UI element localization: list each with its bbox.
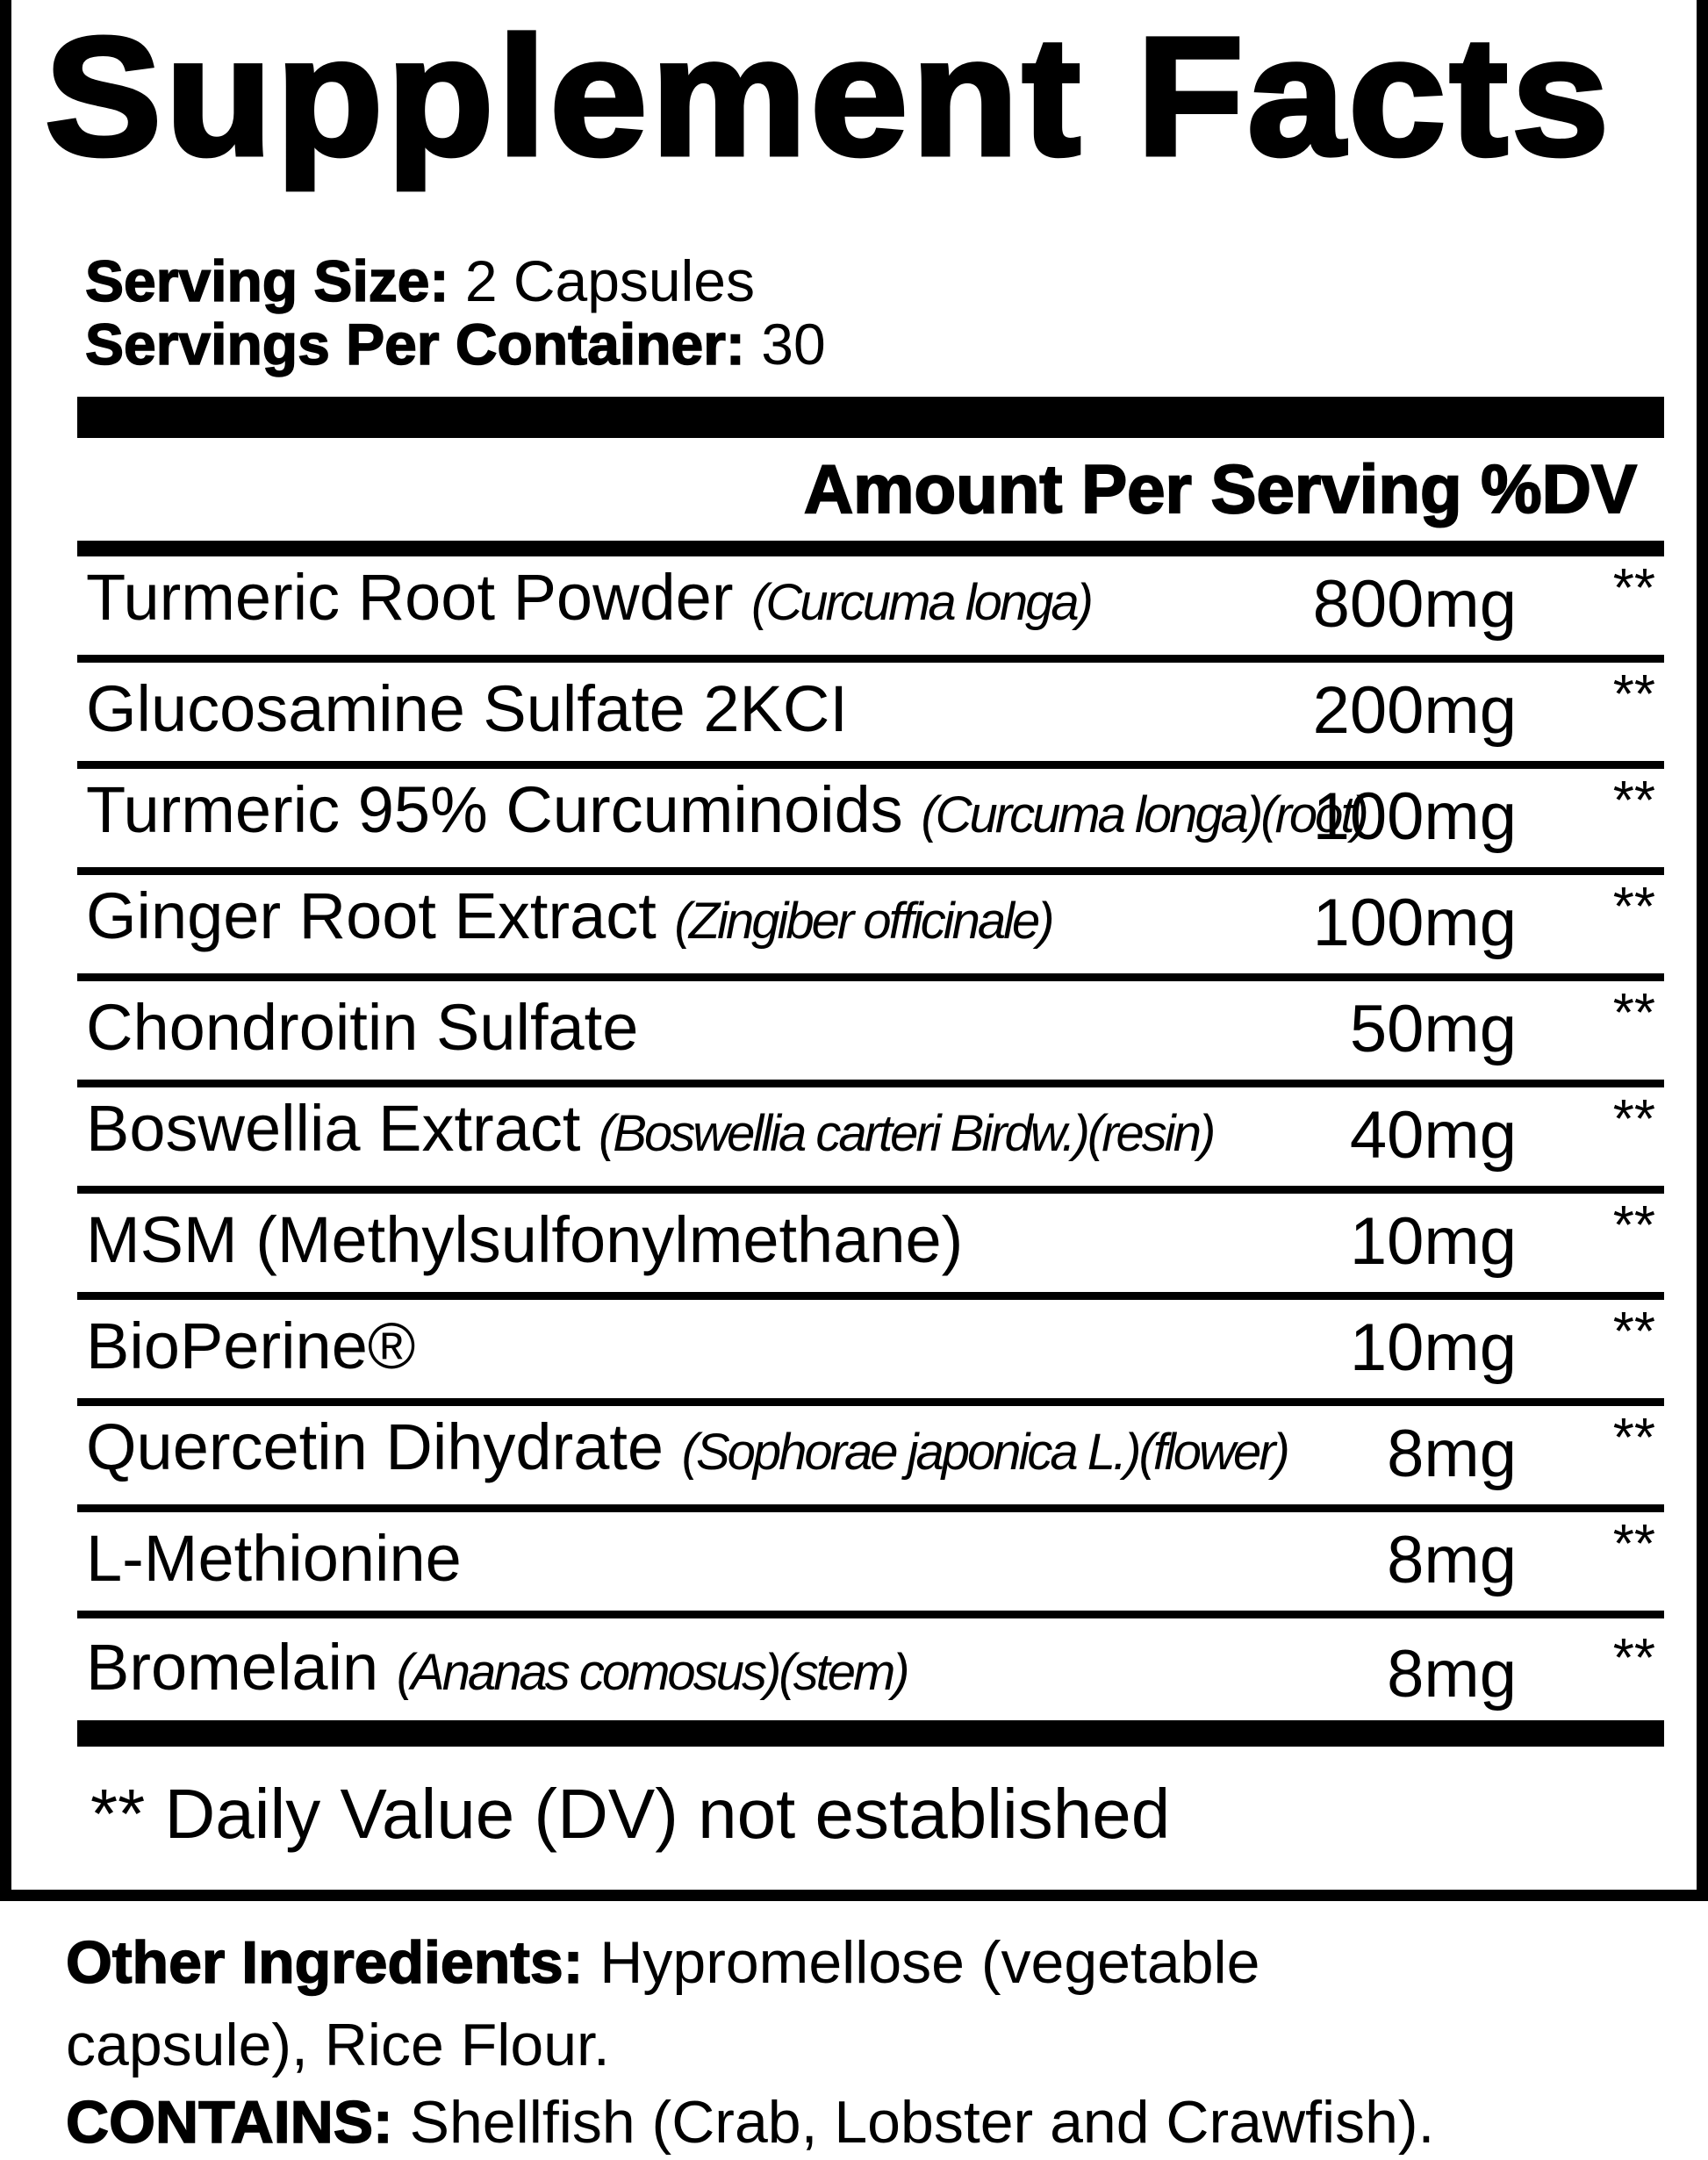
ingredient-name: MSM (Methylsulfonylmethane) <box>86 1203 964 1276</box>
ingredient-name: Chondroitin Sulfate <box>86 991 639 1064</box>
ingredient-row: L-Methionine 8mg ** <box>77 1512 1664 1618</box>
ingredient-name: Boswellia Extract <box>86 1092 581 1165</box>
other-ingredients: Other Ingredients: Hypromellose (vegetab… <box>65 1927 1260 1998</box>
ingredient-dv: ** <box>1612 771 1655 831</box>
contains-statement: CONTAINS: Shellfish (Crab, Lobster and C… <box>65 2087 1435 2157</box>
ingredient-row: Chondroitin Sulfate 50mg ** <box>77 981 1664 1087</box>
ingredient-scientific-name: (Boswellia carteri Birdw.)(resin) <box>598 1105 1216 1162</box>
amount-per-serving-header: Amount Per Serving %DV <box>803 449 1638 528</box>
servings-value: 30 <box>761 312 826 377</box>
ingredient-amount: 200mg <box>1312 673 1517 748</box>
ingredient-row: Bromelain (Ananas comosus)(stem) 8mg ** <box>77 1618 1664 1725</box>
footnote: ** Daily Value (DV) not established <box>90 1775 1171 1853</box>
ingredient-row: Glucosamine Sulfate 2KCI 200mg ** <box>77 663 1664 769</box>
divider <box>77 541 1664 556</box>
serving-size: Serving Size: 2 Capsules <box>84 246 756 316</box>
servings-label: Servings Per Container: <box>84 311 745 377</box>
ingredient-name: Bromelain <box>86 1631 379 1704</box>
ingredient-dv: ** <box>1612 983 1655 1044</box>
ingredient-row: Turmeric 95% Curcuminoids (Curcuma longa… <box>77 769 1664 875</box>
ingredient-amount: 100mg <box>1312 886 1517 960</box>
ingredient-row: Quercetin Dihydrate (Sophorae japonica L… <box>77 1406 1664 1512</box>
ingredient-dv: ** <box>1612 664 1655 725</box>
ingredient-name: Glucosamine Sulfate 2KCI <box>86 672 848 745</box>
ingredient-dv: ** <box>1612 1302 1655 1362</box>
ingredient-name: Turmeric 95% Curcuminoids <box>86 773 903 846</box>
ingredient-amount: 8mg <box>1387 1417 1517 1491</box>
ingredient-name: Ginger Root Extract <box>86 879 657 952</box>
other-ingredients-label: Other Ingredients: <box>65 1928 584 1997</box>
ingredient-name: Turmeric Root Powder <box>86 561 734 634</box>
other-ingredients-line1: Hypromellose (vegetable <box>599 1929 1260 1996</box>
ingredient-scientific-name: (Curcuma longa) <box>751 574 1094 631</box>
ingredient-row: Ginger Root Extract (Zingiber officinale… <box>77 875 1664 981</box>
ingredient-label: Turmeric 95% Curcuminoids (Curcuma longa… <box>86 771 1369 855</box>
ingredient-dv: ** <box>1612 1195 1655 1256</box>
ingredient-label: Chondroitin Sulfate <box>86 988 638 1067</box>
ingredient-label: Ginger Root Extract (Zingiber officinale… <box>86 877 1055 961</box>
supplement-facts-panel: Supplement Facts Serving Size: 2 Capsule… <box>0 0 1708 1901</box>
ingredient-dv: ** <box>1612 1408 1655 1468</box>
ingredient-scientific-name: (Zingiber officinale) <box>674 893 1054 950</box>
serving-size-label: Serving Size: <box>84 248 449 314</box>
ingredient-dv: ** <box>1612 877 1655 937</box>
ingredient-dv: ** <box>1612 1628 1655 1689</box>
ingredient-row: BioPerine® 10mg ** <box>77 1300 1664 1406</box>
ingredient-amount: 8mg <box>1387 1637 1517 1711</box>
other-ingredients-cont: capsule), Rice Flour. <box>66 2012 610 2078</box>
contains-label: CONTAINS: <box>65 2088 393 2156</box>
ingredient-dv: ** <box>1612 1089 1655 1150</box>
ingredient-amount: 10mg <box>1349 1310 1517 1385</box>
ingredient-label: Bromelain (Ananas comosus)(stem) <box>86 1628 910 1712</box>
ingredient-label: MSM (Methylsulfonylmethane) <box>86 1201 963 1280</box>
ingredient-name: L-Methionine <box>86 1522 462 1595</box>
ingredient-dv: ** <box>1612 1514 1655 1575</box>
ingredient-label: Glucosamine Sulfate 2KCI <box>86 670 848 749</box>
ingredient-label: Quercetin Dihydrate (Sophorae japonica L… <box>86 1408 1290 1492</box>
ingredient-amount: 8mg <box>1387 1523 1517 1597</box>
ingredient-label: Boswellia Extract (Boswellia carteri Bir… <box>86 1089 1216 1173</box>
ingredient-amount: 50mg <box>1349 992 1517 1066</box>
ingredient-name: Quercetin Dihydrate <box>86 1410 664 1483</box>
ingredient-row: Turmeric Root Powder (Curcuma longa) 800… <box>77 556 1664 663</box>
servings-per-container: Servings Per Container: 30 <box>84 309 826 379</box>
ingredient-amount: 800mg <box>1312 567 1517 642</box>
ingredient-amount: 40mg <box>1349 1098 1517 1173</box>
ingredient-label: L-Methionine <box>86 1519 462 1598</box>
ingredient-dv: ** <box>1612 558 1655 619</box>
ingredient-scientific-name: (Curcuma longa)(root) <box>921 786 1369 843</box>
ingredient-row: Boswellia Extract (Boswellia carteri Bir… <box>77 1087 1664 1194</box>
thick-divider-bottom <box>77 1720 1664 1747</box>
ingredient-scientific-name: (Ananas comosus)(stem) <box>396 1644 910 1701</box>
ingredient-name: BioPerine® <box>86 1310 416 1382</box>
ingredient-label: Turmeric Root Powder (Curcuma longa) <box>86 558 1094 642</box>
ingredient-row: MSM (Methylsulfonylmethane) 10mg ** <box>77 1194 1664 1300</box>
contains-value: Shellfish (Crab, Lobster and Crawfish). <box>409 2089 1435 2156</box>
thick-divider <box>77 397 1664 438</box>
ingredient-label: BioPerine® <box>86 1307 415 1386</box>
panel-title: Supplement Facts <box>42 2 1613 190</box>
ingredient-amount: 10mg <box>1349 1204 1517 1279</box>
ingredient-amount: 100mg <box>1312 779 1517 854</box>
ingredient-scientific-name: (Sophorae japonica L.)(flower) <box>681 1424 1290 1481</box>
serving-size-value: 2 Capsules <box>464 248 756 313</box>
